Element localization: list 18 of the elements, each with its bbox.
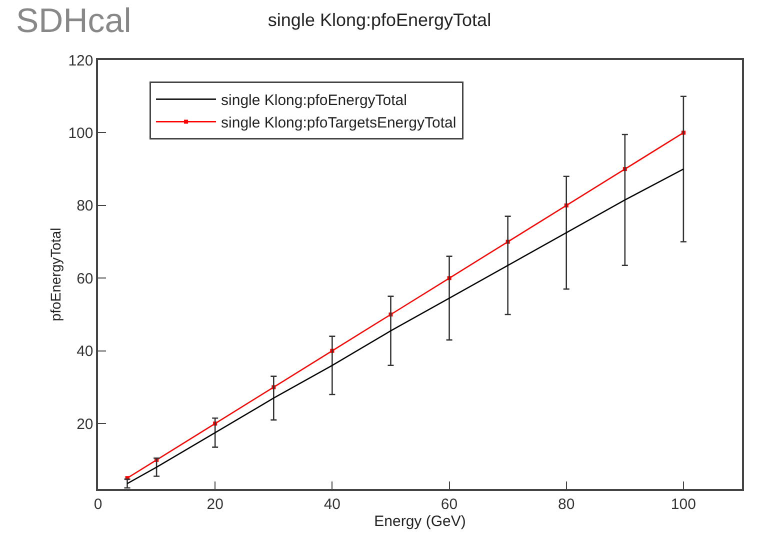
x-tick-label: 100 xyxy=(670,496,696,513)
y-tick-label: 80 xyxy=(76,198,94,215)
legend-label: single Klong:pfoEnergyTotal xyxy=(221,92,407,110)
chart-title: single Klong:pfoEnergyTotal xyxy=(268,10,492,30)
x-tick-label: 0 xyxy=(94,496,102,513)
y-tick-label: 20 xyxy=(76,416,94,433)
x-axis-title: Energy (GeV) xyxy=(374,512,466,530)
x-tick-label: 20 xyxy=(206,496,224,513)
x-tick-label: 60 xyxy=(440,496,458,513)
y-axis-title: pfoEnergyTotal xyxy=(47,228,64,322)
y-tick-label: 60 xyxy=(76,270,94,288)
text: SDHcal xyxy=(16,2,132,40)
y-tick-label: 120 xyxy=(68,52,94,70)
x-tick-label: 80 xyxy=(558,496,575,513)
legend-label: single Klong:pfoTargetsEnergyTotal xyxy=(221,114,456,132)
y-tick-label: 40 xyxy=(76,343,94,360)
y-tick-label: 100 xyxy=(68,124,94,142)
x-tick-label: 40 xyxy=(324,496,341,513)
